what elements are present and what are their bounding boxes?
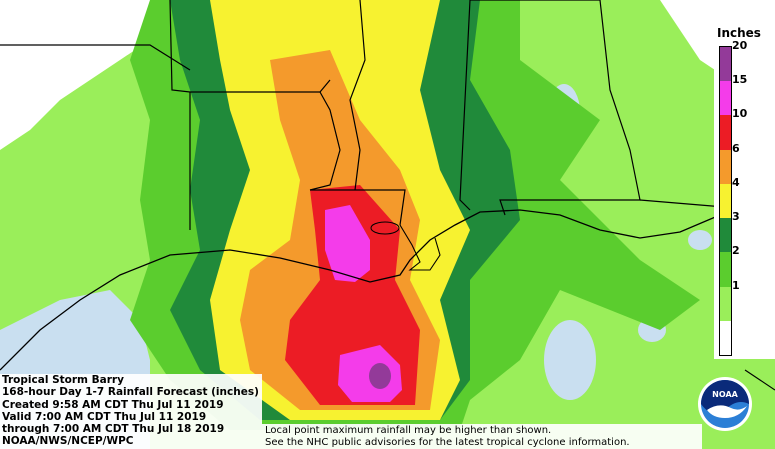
legend-label: 4 [732,175,740,189]
mississippi-delta [399,224,441,271]
coastline [0,204,775,371]
valid-start-time: Valid 7:00 AM CDT Thu Jul 11 2019 [2,410,207,423]
legend-label: 1 [732,278,740,292]
rain-20in-maximum [369,363,391,389]
water-patch-east-3 [688,230,712,250]
created-time: Created 9:58 AM CDT Thu Jul 11 2019 [2,398,224,411]
forecast-title-block: Tropical Storm Barry 168-hour Day 1-7 Ra… [0,374,262,449]
water-patch-east-1 [544,320,596,400]
issuing-agency: NOAA/NWS/NCEP/WPC [2,435,134,448]
legend-label: 20 [732,39,748,52]
legend-title: Inches [717,26,761,40]
legend-swatch [720,115,731,150]
state-borders [0,0,761,230]
legend-label: 15 [732,73,748,87]
rain-15in-area-north [325,205,370,282]
disclaimer-line-2: See the NHC public advisories for the la… [265,437,630,448]
florida-coast [744,369,775,391]
no-rain-area-northwest [0,0,150,150]
legend-color-bar [719,46,732,356]
valid-end-time: through 7:00 AM CDT Thu Jul 18 2019 [2,423,225,436]
lake-pontchartrain [370,221,400,235]
legend-label: 2 [732,244,740,258]
legend-swatch [720,149,731,184]
legend-swatch [720,286,731,321]
legend-swatch [720,320,731,355]
legend-swatch [720,218,731,253]
legend-swatch [720,47,731,82]
forecast-description: 168-hour Day 1-7 Rainfall Forecast (inch… [2,386,259,399]
legend-label: 10 [732,107,748,121]
noaa-logo: NOAA [698,377,752,431]
legend-swatch [720,183,731,219]
disclaimer-line-1: Local point maximum rainfall may be high… [265,425,552,436]
rainfall-legend: Inches 1 2 3 4 6 10 15 20 [714,22,775,359]
storm-name: Tropical Storm Barry [2,374,124,386]
rain-10in-band [285,185,420,405]
legend-label: 6 [732,141,740,155]
legend-swatch [720,252,731,287]
disclaimer-text: Local point maximum rainfall may be high… [262,424,702,449]
legend-swatch [720,81,731,116]
noaa-logo-text: NOAA [712,390,738,399]
legend-label: 3 [732,210,740,224]
